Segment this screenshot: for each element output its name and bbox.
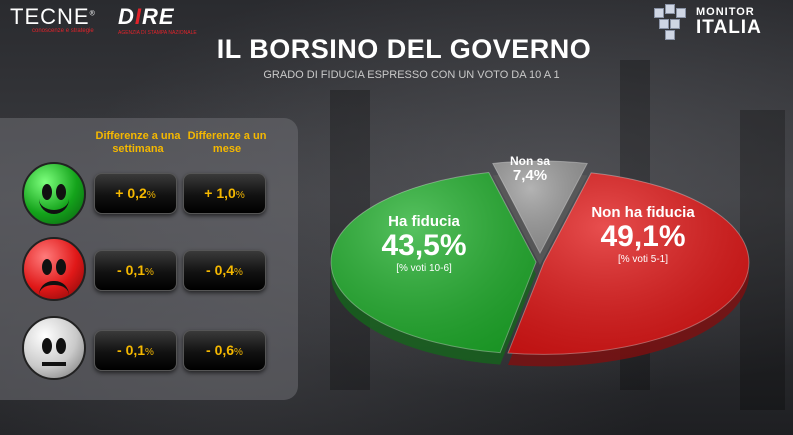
tecne-logo-name: TECNE: [10, 4, 90, 29]
label-ha-fiducia-note: [% voti 10-6]: [396, 263, 452, 275]
page-title: IL BORSINO DEL GOVERNO: [216, 34, 592, 64]
happy-face-icon: [22, 162, 86, 226]
sad-face-icon: [22, 237, 86, 301]
dire-tagline: AGENZIA DI STAMPA NAZIONALE: [118, 30, 197, 36]
week-diff-non-fiducia: - 0,1%: [94, 250, 177, 291]
month-diff-non-sa: - 0,6%: [183, 330, 266, 371]
slice-ha-fiducia-shading: [331, 172, 537, 353]
label-ha-fiducia-name: Ha fiducia: [388, 213, 460, 230]
label-non-ha-fiducia-name: Non ha fiducia: [591, 204, 695, 221]
label-ha-fiducia-value: 43,5%: [381, 228, 467, 262]
neutral-face-icon: [22, 316, 86, 380]
month-diff-non-fiducia: - 0,4%: [183, 250, 266, 291]
label-non-sa: Non sa 7,4%: [500, 155, 560, 183]
monitor-word: MONITOR: [696, 6, 755, 18]
week-diff-fiducia: + 0,2%: [94, 173, 177, 214]
label-ha-fiducia: Ha fiducia 43,5% [% voti 10-6]: [364, 214, 484, 275]
month-diff-fiducia: + 1,0%: [183, 173, 266, 214]
dire-logo-i: I: [134, 4, 143, 29]
cube-logo-icon: [654, 4, 690, 40]
label-non-sa-name: Non sa: [509, 154, 550, 168]
column-header-month: Differenze a un mese: [187, 130, 267, 156]
dire-logo-re: RE: [142, 4, 175, 29]
column-header-week: Differenze a una settimana: [95, 130, 181, 156]
label-non-ha-fiducia-note: [% voti 5-1]: [617, 254, 669, 266]
slice-non-ha-fiducia-shading: [508, 172, 749, 355]
week-diff-non-sa: - 0,1%: [94, 330, 177, 371]
label-non-ha-fiducia-value: 49,1%: [600, 219, 686, 253]
tecne-tagline: conoscenze e strategie: [32, 28, 94, 34]
label-non-ha-fiducia: Non ha fiducia 49,1% [% voti 5-1]: [568, 205, 718, 266]
slice-non-sa-shading: [492, 160, 588, 253]
monitor-italia-logo: MONITOR ITALIA: [654, 4, 762, 40]
label-non-sa-value: 7,4%: [512, 166, 548, 184]
italia-word: ITALIA: [696, 17, 762, 38]
dire-logo: DIRE AGENZIA DI STAMPA NAZIONALE: [118, 4, 197, 36]
page-subtitle: GRADO DI FIDUCIA ESPRESSO CON UN VOTO DA…: [263, 69, 560, 81]
dire-logo-d: D: [118, 4, 135, 29]
tecne-logo: TECNE® conoscenze e strategie: [10, 4, 96, 34]
tecne-logo-mark: ®: [89, 10, 96, 18]
